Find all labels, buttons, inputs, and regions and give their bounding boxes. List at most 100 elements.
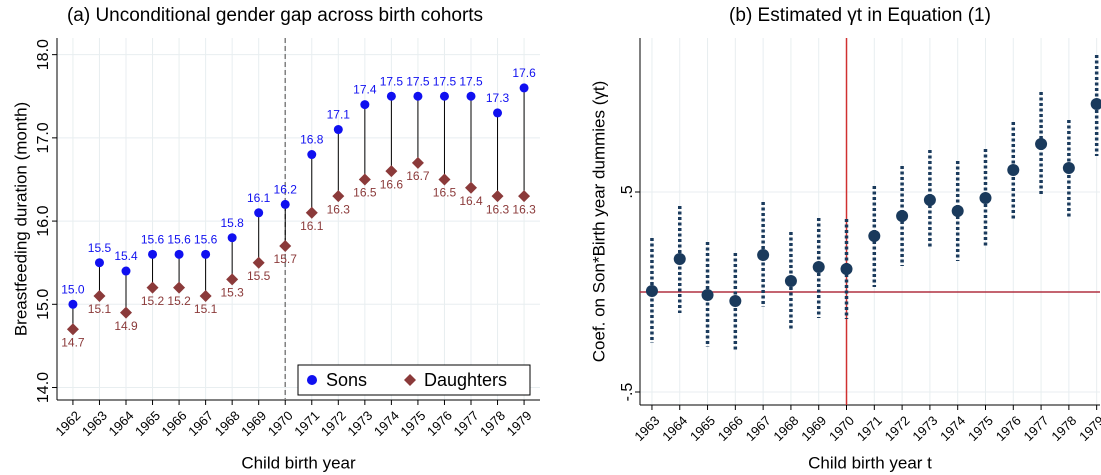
point <box>923 194 936 206</box>
value-label: 16.7 <box>406 169 430 183</box>
point <box>358 173 371 186</box>
value-label: 16.1 <box>247 191 271 205</box>
x-tick-label: 1968 <box>212 408 243 439</box>
x-tick-label: 1965 <box>132 408 163 439</box>
x-tick-label: 1970 <box>265 408 296 439</box>
value-label: 15.6 <box>167 233 191 247</box>
point <box>896 210 909 222</box>
point <box>951 205 964 217</box>
value-label: 16.2 <box>274 183 298 197</box>
point <box>360 100 370 110</box>
y-axis-label: Coef. on Son*Birth year dummies (γt) <box>589 81 608 363</box>
x-tick-label: 1972 <box>882 413 913 444</box>
point <box>174 249 184 259</box>
point <box>519 83 529 93</box>
point <box>146 281 159 294</box>
point <box>307 150 317 160</box>
point <box>279 240 292 253</box>
value-label: 17.1 <box>327 108 351 122</box>
point <box>673 253 686 265</box>
value-label: 15.1 <box>194 302 218 316</box>
value-label: 16.4 <box>459 194 483 208</box>
x-tick-label: 1966 <box>715 413 746 444</box>
x-tick-label: 1968 <box>770 413 801 444</box>
y-tick-label: 17.0 <box>35 122 52 153</box>
point <box>493 108 503 118</box>
point <box>121 266 131 276</box>
x-tick-label: 1973 <box>909 413 940 444</box>
x-tick-label: 1964 <box>659 413 690 444</box>
x-tick-label: 1977 <box>450 408 481 439</box>
x-tick-label: 1979 <box>1076 413 1101 444</box>
point <box>201 249 211 259</box>
value-label: 16.3 <box>486 202 510 216</box>
point <box>465 181 477 194</box>
point <box>120 306 132 319</box>
x-tick-label: 1971 <box>854 413 885 444</box>
x-tick-label: 1976 <box>993 413 1024 444</box>
x-tick-label: 1967 <box>743 413 774 444</box>
point <box>979 192 992 204</box>
y-axis-label: Breastfeeding duration (month) <box>11 102 30 336</box>
point <box>252 256 265 269</box>
point <box>439 91 449 101</box>
value-label: 15.8 <box>220 216 244 230</box>
x-tick-label: 1967 <box>185 408 216 439</box>
point <box>227 233 237 243</box>
point <box>254 208 264 218</box>
x-tick-label: 1977 <box>1021 413 1052 444</box>
value-label: 15.4 <box>114 249 138 263</box>
value-label: 17.5 <box>380 74 404 88</box>
value-label: 16.5 <box>353 186 377 200</box>
legend-label: Sons <box>326 370 367 390</box>
value-label: 15.6 <box>194 233 218 247</box>
point <box>199 289 212 302</box>
point <box>812 261 825 273</box>
point <box>332 190 345 203</box>
point <box>305 206 318 219</box>
x-tick-label: 1962 <box>52 408 83 439</box>
value-label: 15.6 <box>141 233 165 247</box>
point <box>491 190 504 203</box>
point <box>645 285 658 297</box>
value-label: 17.5 <box>459 74 483 88</box>
x-tick-label: 1974 <box>371 408 402 439</box>
point <box>148 249 158 259</box>
x-tick-label: 1963 <box>631 413 662 444</box>
point <box>93 289 106 302</box>
x-tick-label: 1972 <box>318 408 349 439</box>
legend-marker <box>404 374 416 386</box>
x-tick-label: 1975 <box>397 408 428 439</box>
value-label: 15.5 <box>88 241 112 255</box>
x-tick-label: 1971 <box>291 408 322 439</box>
x-tick-label: 1964 <box>105 408 136 439</box>
point <box>226 273 239 286</box>
point <box>729 295 742 307</box>
chart-title: (a) Unconditional gender gap across birt… <box>67 5 483 26</box>
point <box>411 156 424 169</box>
point <box>173 281 186 294</box>
x-tick-label: 1974 <box>937 413 968 444</box>
x-axis-label: Child birth year t <box>808 453 932 472</box>
x-tick-label: 1963 <box>79 408 110 439</box>
y-tick-label: 15.0 <box>35 289 52 320</box>
point <box>66 323 79 336</box>
point <box>1090 98 1101 110</box>
x-tick-label: 1969 <box>238 408 269 439</box>
point <box>333 125 343 135</box>
x-tick-label: 1979 <box>504 408 535 439</box>
y-tick-label: 16.0 <box>35 205 52 236</box>
value-label: 16.1 <box>300 219 324 233</box>
point <box>784 275 797 287</box>
point <box>757 249 770 261</box>
x-tick-label: 1969 <box>798 413 829 444</box>
value-label: 16.3 <box>512 202 536 216</box>
point <box>466 91 476 101</box>
y-tick-label: 14.0 <box>35 372 52 403</box>
value-label: 17.3 <box>486 91 510 105</box>
point <box>701 289 714 301</box>
value-label: 15.2 <box>167 294 191 308</box>
point <box>868 230 881 242</box>
